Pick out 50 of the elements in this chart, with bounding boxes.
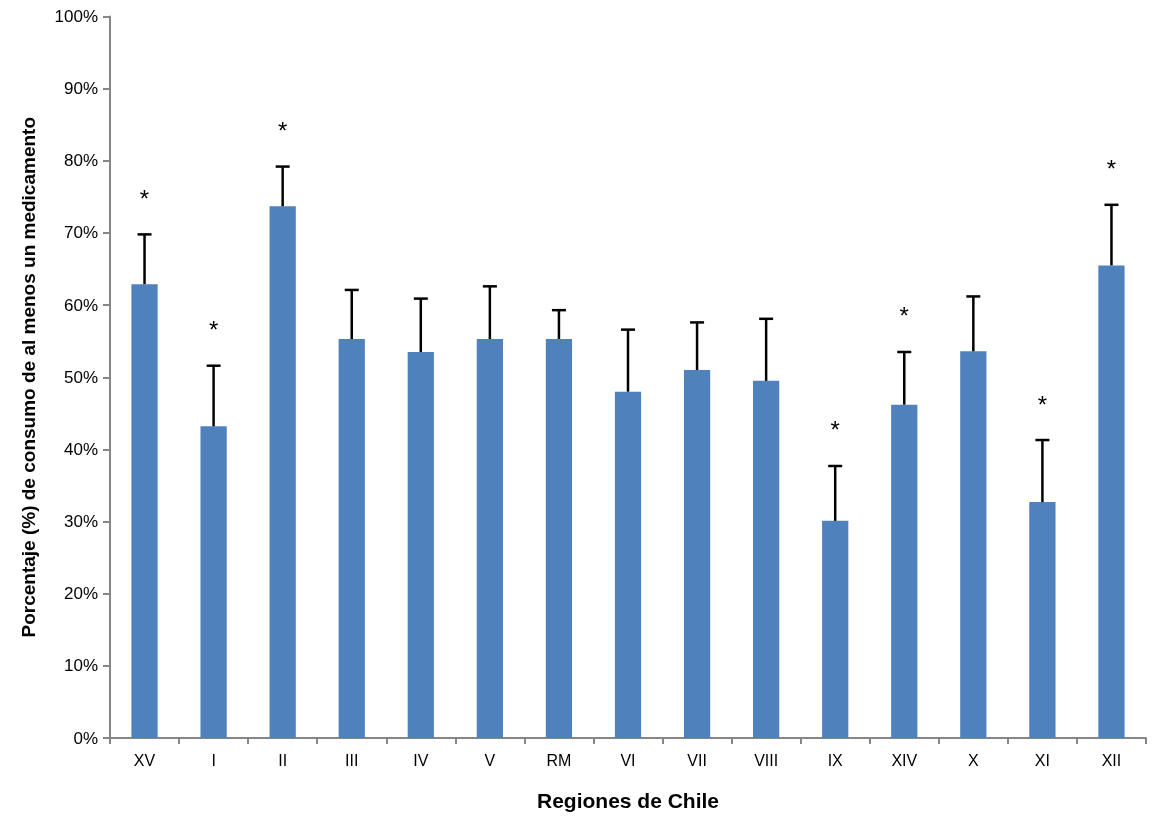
x-tick-label: X [968,751,979,769]
y-tick-label: 50% [63,367,98,387]
x-tick-label: IV [413,751,429,769]
y-tick-label: 80% [63,151,98,171]
annotation: * [139,184,150,212]
bar [753,380,780,738]
x-tick-label: IX [827,751,844,769]
x-tick-label: VIII [754,751,779,769]
annotation: * [830,416,840,444]
bar [614,391,642,738]
bar [960,351,987,738]
bar [1098,265,1125,738]
bar [407,352,434,738]
y-tick-label: 90% [63,79,98,99]
x-tick-label: RM [546,751,572,769]
y-tick-label: 100% [54,7,98,26]
y-tick-label: 20% [63,584,98,604]
bar [338,339,365,738]
y-tick-label: 60% [63,295,98,315]
annotation: * [1037,390,1048,418]
y-tick-label: 0% [73,728,98,748]
x-tick-label: XV [133,751,156,769]
y-tick-label: 30% [63,512,98,532]
y-tick-label: 10% [63,656,98,676]
x-tick-label: II [278,751,288,769]
x-tick-label: III [345,751,359,769]
x-tick-label: VI [620,751,636,769]
bar [891,404,918,738]
bar [545,339,573,738]
bar [269,206,296,738]
bar [683,370,711,738]
bar [822,520,849,738]
annotation: * [208,316,219,344]
annotation: * [277,117,288,145]
x-tick-label: V [484,751,496,769]
x-axis-title: Regiones de Chile [536,789,720,812]
bar [131,284,158,738]
x-tick-label: XIV [891,751,918,769]
y-tick-label: 40% [63,439,98,459]
annotation: * [1106,155,1117,183]
y-axis-title: Porcentaje (%) de consumo de al menos un medicamento [18,116,39,638]
x-tick-label: VII [687,751,707,769]
x-tick-label: XI [1034,751,1050,769]
x-tick-label: I [211,751,216,769]
y-tick-label: 70% [63,223,98,243]
bar [200,426,227,738]
annotation: * [899,302,909,330]
bar [476,339,503,738]
bar [1029,502,1056,738]
x-tick-label: XII [1101,751,1122,769]
